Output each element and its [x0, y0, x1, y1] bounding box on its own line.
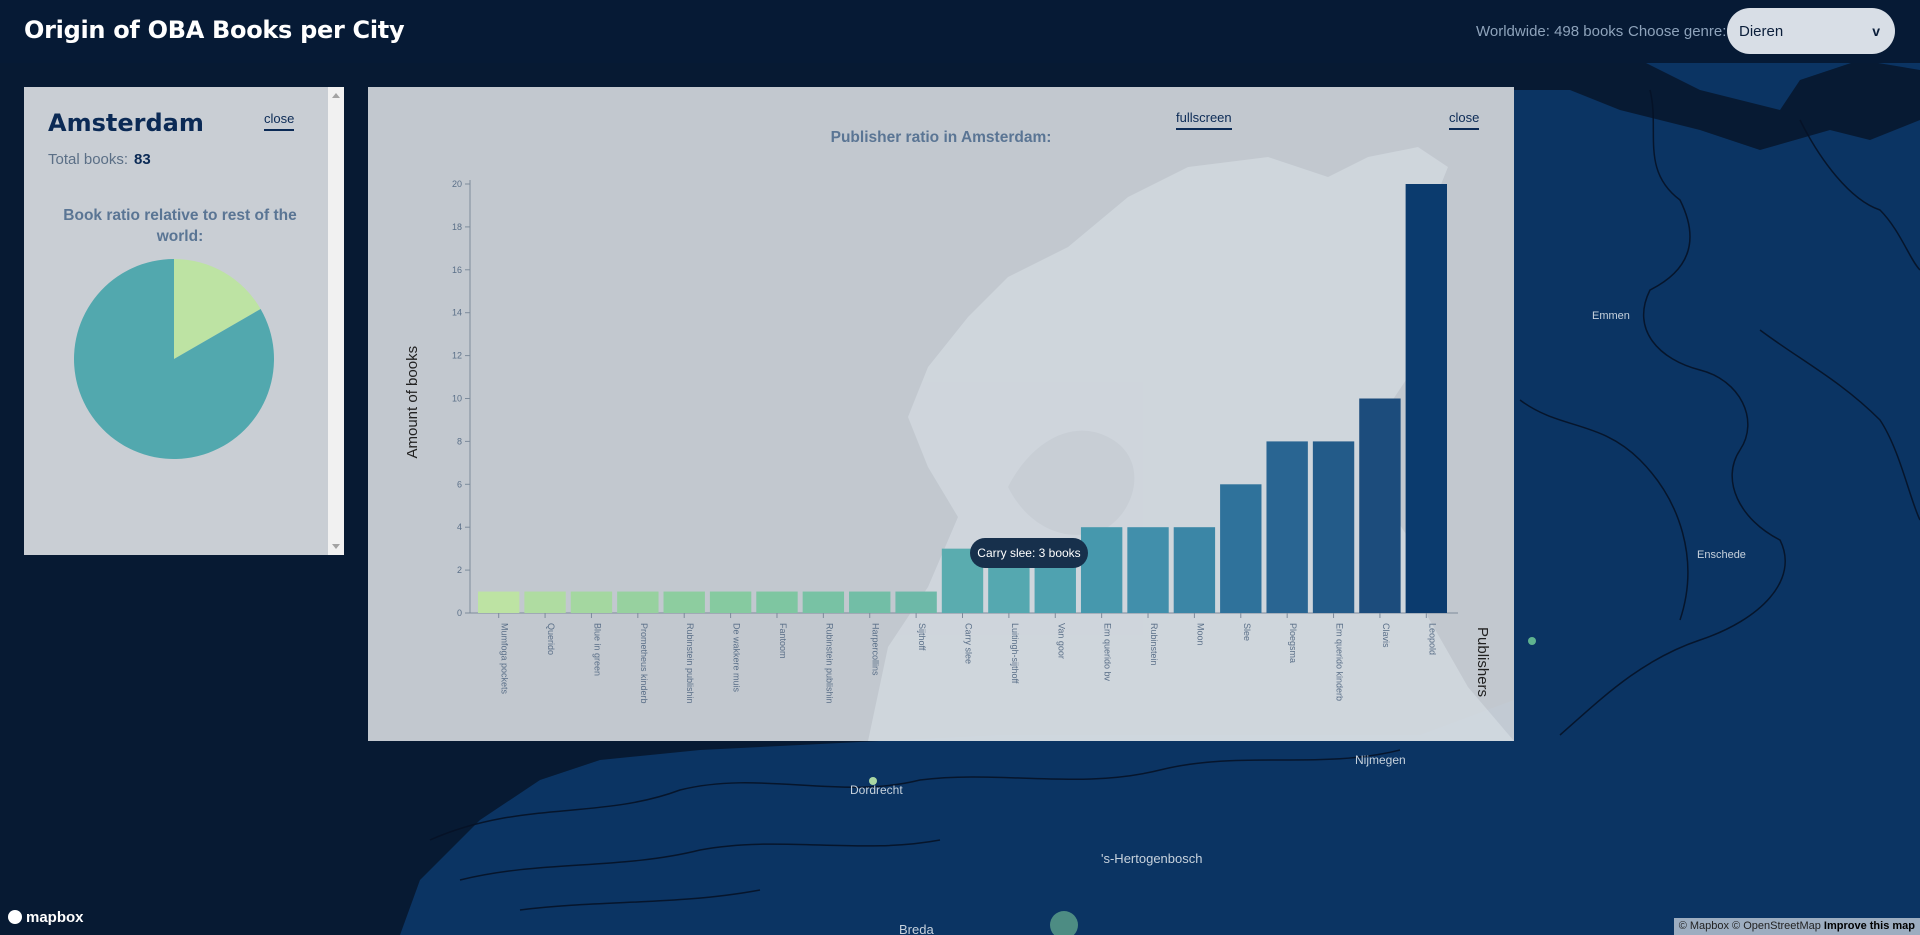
pie-slice[interactable]: [174, 259, 261, 359]
x-tick-label: Rubinstein: [1149, 623, 1159, 666]
map-attribution: © Mapbox © OpenStreetMap Improve this ma…: [1673, 918, 1920, 935]
land-mass: [400, 60, 1920, 935]
map-label-emmen: Emmen: [1592, 310, 1630, 322]
map-label-hertogenbosch: 's-Hertogenbosch: [1101, 851, 1202, 866]
bar[interactable]: [1359, 398, 1401, 614]
chart-title: Publisher ratio in Amsterdam:: [830, 129, 1052, 146]
x-axis-label: Publishers: [1474, 627, 1491, 697]
mapbox-logo[interactable]: mapbox: [8, 909, 84, 926]
top-bar: Origin of OBA Books per City Worldwide: …: [0, 0, 1920, 63]
bar[interactable]: [663, 591, 705, 613]
city-panel: Amsterdam close Total books: 83 Book rati…: [24, 87, 344, 555]
y-tick-label: 2: [457, 565, 462, 575]
chart-x-labels: Mumfoga pockets Querido Blue in green Prome…: [500, 623, 1438, 704]
worldwide-count: Worldwide: 498 books: [1476, 23, 1624, 40]
genre-selected-value: Dieren: [1739, 23, 1784, 40]
bar[interactable]: [1220, 484, 1262, 613]
chevron-down-icon: v: [1872, 23, 1880, 39]
map-dot[interactable]: [1528, 637, 1536, 645]
genre-select[interactable]: Dieren v: [1727, 8, 1895, 54]
x-tick-label: Sijthoff: [917, 623, 927, 651]
total-books-label: Total books:: [48, 151, 129, 168]
app-title: Origin of OBA Books per City: [24, 16, 405, 44]
x-tick-label: Ploegsma: [1288, 623, 1298, 663]
map-label-enschede: Enschede: [1697, 549, 1746, 561]
ratio-title: Book ratio relative to rest of the world…: [63, 207, 297, 245]
bar[interactable]: [1080, 527, 1123, 613]
x-tick-label: Carry slee: [964, 623, 974, 664]
x-tick-label: Rubinstein publishin: [824, 623, 834, 704]
city-name: Amsterdam: [48, 109, 204, 137]
bar[interactable]: [756, 591, 798, 613]
mapbox-logo-text: mapbox: [26, 909, 84, 926]
bar[interactable]: [524, 591, 566, 613]
x-tick-label: Moon: [1195, 623, 1205, 646]
x-tick-label: Mumfoga pockets: [500, 623, 510, 695]
x-tick-label: De wakkere muis: [732, 623, 742, 693]
map-label-breda: Breda: [899, 922, 934, 935]
ratio-pie-chart: [74, 259, 274, 459]
x-tick-label: Luitingh-sijthoff: [1010, 623, 1020, 684]
bar-tooltip: Carry slee: 3 books: [970, 538, 1088, 568]
fullscreen-button[interactable]: fullscreen: [1176, 110, 1232, 130]
scrollbar[interactable]: [328, 87, 344, 555]
publisher-bar-chart: 0 2 4 6 8 10 12 14 16 18 20 Mumfoga pockets Querido…: [404, 147, 1514, 741]
bar[interactable]: [1127, 527, 1169, 613]
y-tick-label: 18: [452, 222, 462, 232]
y-tick-label: 20: [452, 179, 462, 189]
genre-label: Choose genre:: [1628, 23, 1727, 40]
map-dot[interactable]: [869, 777, 877, 785]
bar[interactable]: [1405, 184, 1447, 613]
y-tick-label: 8: [457, 436, 462, 446]
chart-bars: [478, 184, 1447, 613]
x-tick-label: Querido: [546, 623, 556, 655]
bar[interactable]: [1173, 527, 1216, 613]
map-dot[interactable]: [1050, 911, 1078, 935]
total-books: Total books: 83: [48, 151, 151, 168]
x-tick-label: Leopold: [1427, 623, 1437, 655]
y-tick-label: 6: [457, 479, 462, 489]
map-label-dordrecht: Dordrecht: [850, 783, 903, 797]
x-tick-label: Em querido bv: [1103, 623, 1113, 682]
y-axis-label: Amount of books: [404, 346, 421, 459]
x-tick-label: Slee: [1242, 623, 1252, 641]
y-tick-label: 0: [457, 608, 462, 618]
x-tick-label: Blue in green: [592, 623, 602, 676]
bar[interactable]: [478, 591, 520, 613]
y-tick-label: 14: [452, 308, 462, 318]
bar[interactable]: [617, 591, 659, 613]
city-close-button[interactable]: close: [264, 111, 295, 131]
y-tick-label: 16: [452, 265, 462, 275]
y-tick-label: 12: [452, 351, 462, 361]
bar[interactable]: [570, 591, 613, 613]
x-tick-label: Prometheus kinderb: [639, 623, 649, 704]
x-tick-label: Clavis: [1381, 623, 1391, 648]
bar[interactable]: [802, 591, 845, 613]
x-tick-label: Fantoom: [778, 623, 788, 659]
sea-shape: [1514, 60, 1920, 150]
bar[interactable]: [1266, 441, 1308, 613]
bar[interactable]: [1312, 441, 1355, 613]
scroll-up-arrow-icon[interactable]: [332, 93, 340, 98]
map-label-nijmegen: Nijmegen: [1355, 753, 1406, 767]
x-tick-label: Van goor: [1056, 623, 1066, 659]
chart-panel: 0 2 4 6 8 10 12 14 16 18 20 Mumfoga pockets Querido…: [368, 87, 1514, 741]
x-tick-label: Em querido kinderb: [1335, 623, 1345, 701]
x-tick-label: Harpercollins: [871, 623, 881, 676]
bar[interactable]: [895, 591, 937, 613]
bar[interactable]: [849, 591, 891, 613]
y-tick-label: 4: [457, 522, 462, 532]
bar[interactable]: [709, 591, 752, 613]
pie-slice[interactable]: [74, 259, 274, 459]
borders: [429, 89, 1920, 911]
attribution-text[interactable]: © Mapbox © OpenStreetMap: [1678, 920, 1821, 932]
mapbox-logo-icon: [8, 910, 22, 924]
x-tick-label: Rubinstein publishin: [685, 623, 695, 704]
scroll-down-arrow-icon[interactable]: [332, 544, 340, 549]
y-tick-label: 10: [452, 394, 462, 404]
improve-map-link[interactable]: Improve this map: [1823, 920, 1915, 932]
total-books-value: 83: [134, 151, 151, 168]
chart-close-button[interactable]: close: [1449, 110, 1480, 130]
